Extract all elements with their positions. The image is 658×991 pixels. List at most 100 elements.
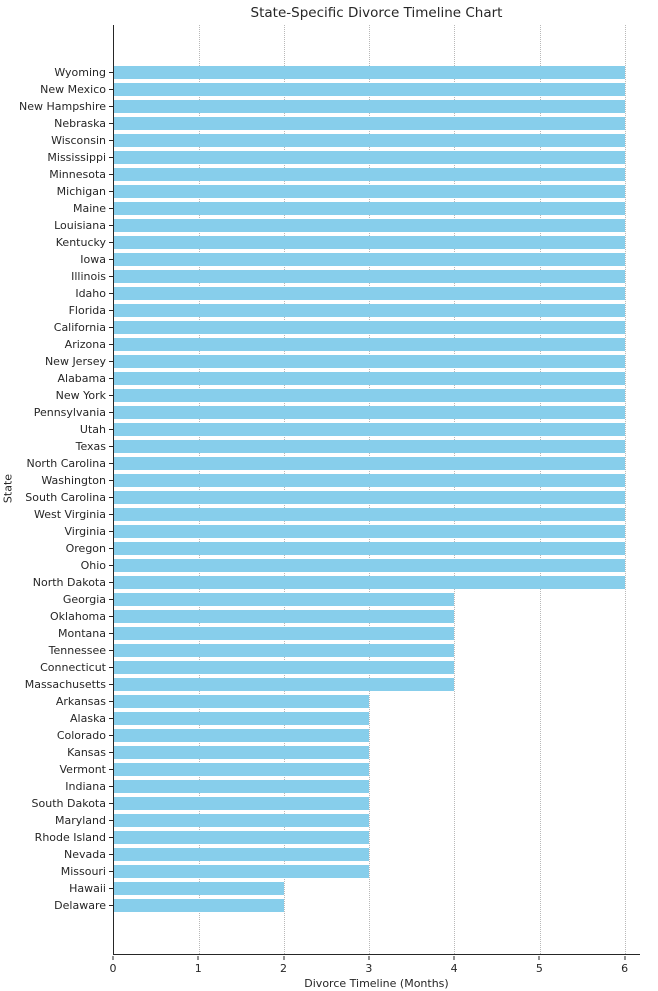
state-label: Indiana <box>65 780 106 793</box>
y-tick-mark <box>109 242 113 243</box>
bar-row: Texas <box>76 438 640 455</box>
bar-row: Missouri <box>61 863 640 880</box>
x-tick: 2 <box>280 956 287 975</box>
y-tick-mark <box>109 89 113 90</box>
x-tick-label: 0 <box>109 962 117 975</box>
y-tick-mark <box>109 871 113 872</box>
x-tick-mark <box>112 956 114 960</box>
state-label: Maryland <box>54 814 106 827</box>
bar-row: Connecticut <box>40 659 640 676</box>
bar <box>114 355 625 368</box>
state-label: Georgia <box>62 593 106 606</box>
plot-area: Wyoming New Mexico New Hampshire Nebraska Wi… <box>19 25 640 955</box>
bar-row: Michigan <box>57 183 640 200</box>
state-label: Kansas <box>67 746 106 759</box>
bar <box>114 253 625 266</box>
state-label: Idaho <box>75 287 106 300</box>
state-label: Minnesota <box>49 168 106 181</box>
bar-row: Wisconsin <box>51 132 640 149</box>
bar-row: Delaware <box>54 897 640 914</box>
state-label: Virginia <box>64 525 106 538</box>
bar <box>114 661 455 674</box>
bar-row: Nebraska <box>54 115 640 132</box>
bar-row: Iowa <box>80 251 640 268</box>
y-axis-label: State <box>1 473 15 504</box>
y-tick-mark <box>109 888 113 889</box>
y-tick-mark <box>109 497 113 498</box>
bar-row: New Hampshire <box>19 98 640 115</box>
y-tick-mark <box>109 769 113 770</box>
bar-row: Rhode Island <box>35 829 640 846</box>
x-axis-label: Divorce Timeline (Months) <box>304 977 449 990</box>
bar-row: Wyoming <box>54 64 640 81</box>
x-tick-mark <box>368 956 370 960</box>
bar-row: South Dakota <box>32 795 640 812</box>
x-axis: 0 1 2 3 4 5 6 <box>109 956 640 986</box>
y-tick-mark <box>109 225 113 226</box>
bar <box>114 746 370 759</box>
x-tick-mark <box>453 956 455 960</box>
bar <box>114 712 370 725</box>
bar-row: Alabama <box>57 370 640 387</box>
state-label: Nevada <box>64 848 106 861</box>
state-label: Maine <box>72 202 106 215</box>
bar <box>114 831 370 844</box>
grid-line-x2 <box>284 25 286 954</box>
bar <box>114 202 625 215</box>
x-tick: 1 <box>195 956 202 975</box>
bar-row: Georgia <box>63 591 640 608</box>
x-tick-label: 3 <box>365 962 373 975</box>
bar <box>114 814 370 827</box>
bar <box>114 236 625 249</box>
x-tick: 5 <box>536 956 543 975</box>
y-tick-mark <box>109 208 113 209</box>
bar <box>114 508 625 521</box>
bar <box>114 117 625 130</box>
bar-row: Massachusetts <box>25 676 640 693</box>
state-label: Vermont <box>59 763 107 776</box>
y-tick-mark <box>109 361 113 362</box>
bar <box>114 100 625 113</box>
bar-row: Mississippi <box>47 149 640 166</box>
y-tick-mark <box>109 599 113 600</box>
bar <box>114 899 285 912</box>
bar-row: Kentucky <box>56 234 640 251</box>
state-label: South Dakota <box>31 797 106 810</box>
y-tick-mark <box>109 803 113 804</box>
state-label: Louisiana <box>54 219 106 232</box>
bar-row: New Jersey <box>45 353 640 370</box>
state-label: North Dakota <box>32 576 106 589</box>
y-tick-mark <box>109 633 113 634</box>
y-tick-mark <box>109 616 113 617</box>
state-label: Colorado <box>56 729 106 742</box>
x-tick: 6 <box>621 956 628 975</box>
bar <box>114 474 625 487</box>
bar <box>114 151 625 164</box>
bar-row: Pennsylvania <box>34 404 640 421</box>
bar <box>114 695 370 708</box>
x-tick-label: 4 <box>450 962 458 975</box>
bar <box>114 780 370 793</box>
state-label: Hawaii <box>69 882 106 895</box>
bar <box>114 559 625 572</box>
state-label: Kentucky <box>55 236 106 249</box>
x-tick: 3 <box>365 956 372 975</box>
y-tick-mark <box>109 905 113 906</box>
bar <box>114 610 455 623</box>
bar <box>114 168 625 181</box>
y-tick-mark <box>109 123 113 124</box>
state-label: Michigan <box>56 185 106 198</box>
bar-row: New Mexico <box>40 81 640 98</box>
state-label: Wyoming <box>54 66 106 79</box>
bar-row: Tennessee <box>49 642 640 659</box>
bar-row: North Dakota <box>33 574 640 591</box>
y-tick-mark <box>109 837 113 838</box>
state-label: Wisconsin <box>51 134 106 147</box>
bar <box>114 134 625 147</box>
bar <box>114 678 455 691</box>
bar <box>114 542 625 555</box>
state-label: Nebraska <box>54 117 106 130</box>
bar-row: Maryland <box>55 812 640 829</box>
y-tick-mark <box>109 854 113 855</box>
grid-line-x4 <box>454 25 456 954</box>
